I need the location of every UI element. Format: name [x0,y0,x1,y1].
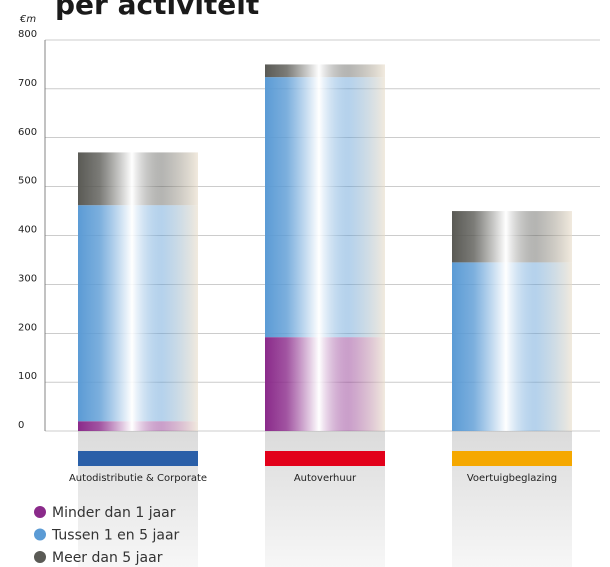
legend-label: Meer dan 5 jaar [52,550,163,566]
x-tick-label: Autodistributie & Corporate [69,473,207,484]
bar-segment [265,64,385,78]
y-tick-label: 800 [18,29,37,40]
y-tick-label: 400 [18,225,37,236]
bar-segment [78,152,198,206]
x-tick-label: Voertuigbeglazing [467,473,557,484]
legend-marker [34,506,46,518]
bar-segment [452,262,572,431]
legend-label: Tussen 1 en 5 jaar [51,528,180,544]
chart-title: per activiteit [55,0,259,21]
y-tick-label: 600 [18,127,37,138]
y-tick-label: 700 [18,78,37,89]
legend-marker [34,551,46,563]
legend-marker [34,528,46,541]
y-tick-label: 300 [18,273,37,284]
category-strip [78,451,198,466]
category-strip [452,451,572,466]
y-tick-label: 200 [18,322,37,333]
bar-segment [452,211,572,263]
y-tick-label: 0 [18,420,24,431]
x-tick-label: Autoverhuur [294,473,357,484]
bar-segment [265,337,385,431]
y-tick-label: 500 [18,176,37,187]
y-axis-label: €m [19,14,36,25]
y-tick-label: 100 [18,371,37,382]
category-strip [265,451,385,466]
bar-segment [78,421,198,431]
bar-segment [78,205,198,422]
bar-segment [265,77,385,338]
legend-label: Minder dan 1 jaar [52,505,176,521]
